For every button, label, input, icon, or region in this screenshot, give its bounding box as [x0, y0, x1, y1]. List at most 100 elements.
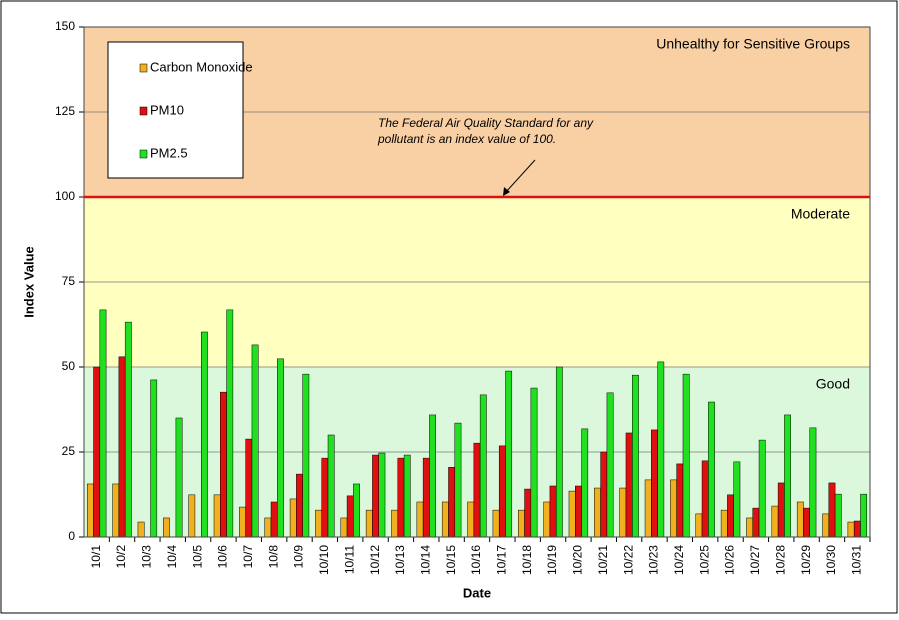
bar: [86, 483, 94, 538]
bar: [454, 422, 462, 538]
zone-label: Unhealthy for Sensitive Groups: [656, 36, 850, 52]
x-tick-label: 10/22: [621, 545, 635, 575]
bar: [720, 509, 728, 538]
x-tick-label: 10/2: [114, 545, 128, 569]
bar: [803, 507, 811, 538]
x-tick-label: 10/11: [342, 545, 356, 574]
y-tick-label: 150: [55, 19, 75, 33]
bar: [245, 438, 253, 538]
bar: [124, 321, 132, 538]
bar: [784, 414, 791, 538]
bar: [498, 445, 506, 538]
x-tick-label: 10/16: [469, 545, 483, 575]
bar: [600, 451, 608, 538]
bar: [93, 366, 101, 538]
bar: [777, 482, 785, 538]
x-tick-label: 10/28: [773, 545, 787, 575]
plot-border: [83, 26, 871, 538]
bar: [727, 494, 734, 538]
x-tick-label: 10/25: [697, 545, 711, 575]
x-tick-label: 10/23: [647, 545, 661, 575]
bar: [581, 428, 589, 538]
bar: [175, 417, 183, 538]
x-tick-label: 10/15: [444, 545, 458, 575]
bar: [226, 309, 234, 538]
bar: [150, 379, 158, 538]
bar: [163, 517, 170, 538]
bar: [530, 387, 538, 538]
x-tick-label: 10/17: [495, 545, 509, 575]
bar: [809, 427, 817, 538]
x-tick-label: 10/10: [317, 545, 331, 575]
x-tick-label: 10/14: [418, 545, 432, 575]
x-axis-title: Date: [463, 585, 491, 600]
x-tick-label: 10/29: [799, 545, 813, 575]
legend-swatch: [139, 63, 148, 73]
bar: [277, 358, 284, 538]
x-tick-label: 10/27: [748, 545, 762, 575]
x-tick-label: 10/9: [292, 545, 306, 569]
bar: [321, 457, 329, 538]
bar: [822, 513, 830, 538]
x-tick-label: 10/7: [241, 545, 255, 569]
bar: [99, 309, 107, 538]
y-tick-label: 100: [55, 189, 75, 203]
bar: [397, 457, 405, 538]
bar: [479, 394, 487, 538]
bar: [834, 493, 842, 538]
bar: [315, 509, 322, 538]
bar: [492, 509, 500, 538]
x-tick-label: 10/8: [266, 545, 280, 569]
bar: [632, 374, 639, 538]
bar: [752, 507, 760, 538]
bar: [353, 483, 360, 538]
bar: [391, 509, 399, 538]
bar: [746, 517, 754, 538]
bar: [112, 483, 120, 538]
bar: [771, 505, 779, 538]
annotation: The Federal Air Quality Standard for any: [378, 116, 594, 130]
bar: [518, 509, 525, 538]
bar: [473, 442, 481, 538]
bar: [555, 366, 563, 538]
bar: [505, 370, 513, 538]
bar: [416, 501, 424, 538]
bar: [568, 490, 576, 538]
bar: [524, 488, 532, 538]
bar: [365, 509, 373, 538]
bar: [543, 501, 551, 538]
y-tick-label: 75: [62, 274, 76, 288]
zone-label: Moderate: [791, 206, 850, 222]
legend-label: PM10: [150, 102, 184, 117]
bar: [575, 485, 582, 538]
bar: [606, 392, 614, 538]
bar: [448, 467, 456, 538]
bar: [346, 495, 354, 538]
bar: [118, 356, 126, 538]
annotation-arrow: [504, 159, 536, 194]
bar: [429, 414, 436, 538]
bar: [625, 432, 633, 538]
x-tick-label: 10/30: [824, 545, 838, 575]
bar: [239, 506, 246, 538]
bar: [644, 479, 652, 538]
bar: [220, 391, 227, 538]
bar: [619, 487, 627, 538]
arrow-head: [503, 187, 510, 196]
bar: [828, 482, 836, 538]
bar: [270, 501, 278, 538]
bar: [682, 373, 690, 538]
x-tick-label: 10/19: [545, 545, 559, 575]
x-tick-label: 10/5: [190, 545, 204, 569]
bar: [467, 501, 475, 538]
bar: [676, 463, 684, 538]
bar: [327, 434, 335, 538]
legend-label: PM2.5: [150, 145, 188, 160]
x-tick-label: 10/4: [165, 545, 179, 569]
bar: [695, 513, 703, 538]
y-tick-label: 125: [55, 104, 75, 118]
x-tick-label: 10/26: [723, 545, 737, 575]
x-tick-label: 10/24: [672, 545, 686, 575]
x-tick-label: 10/20: [571, 545, 585, 575]
bar: [549, 485, 557, 538]
